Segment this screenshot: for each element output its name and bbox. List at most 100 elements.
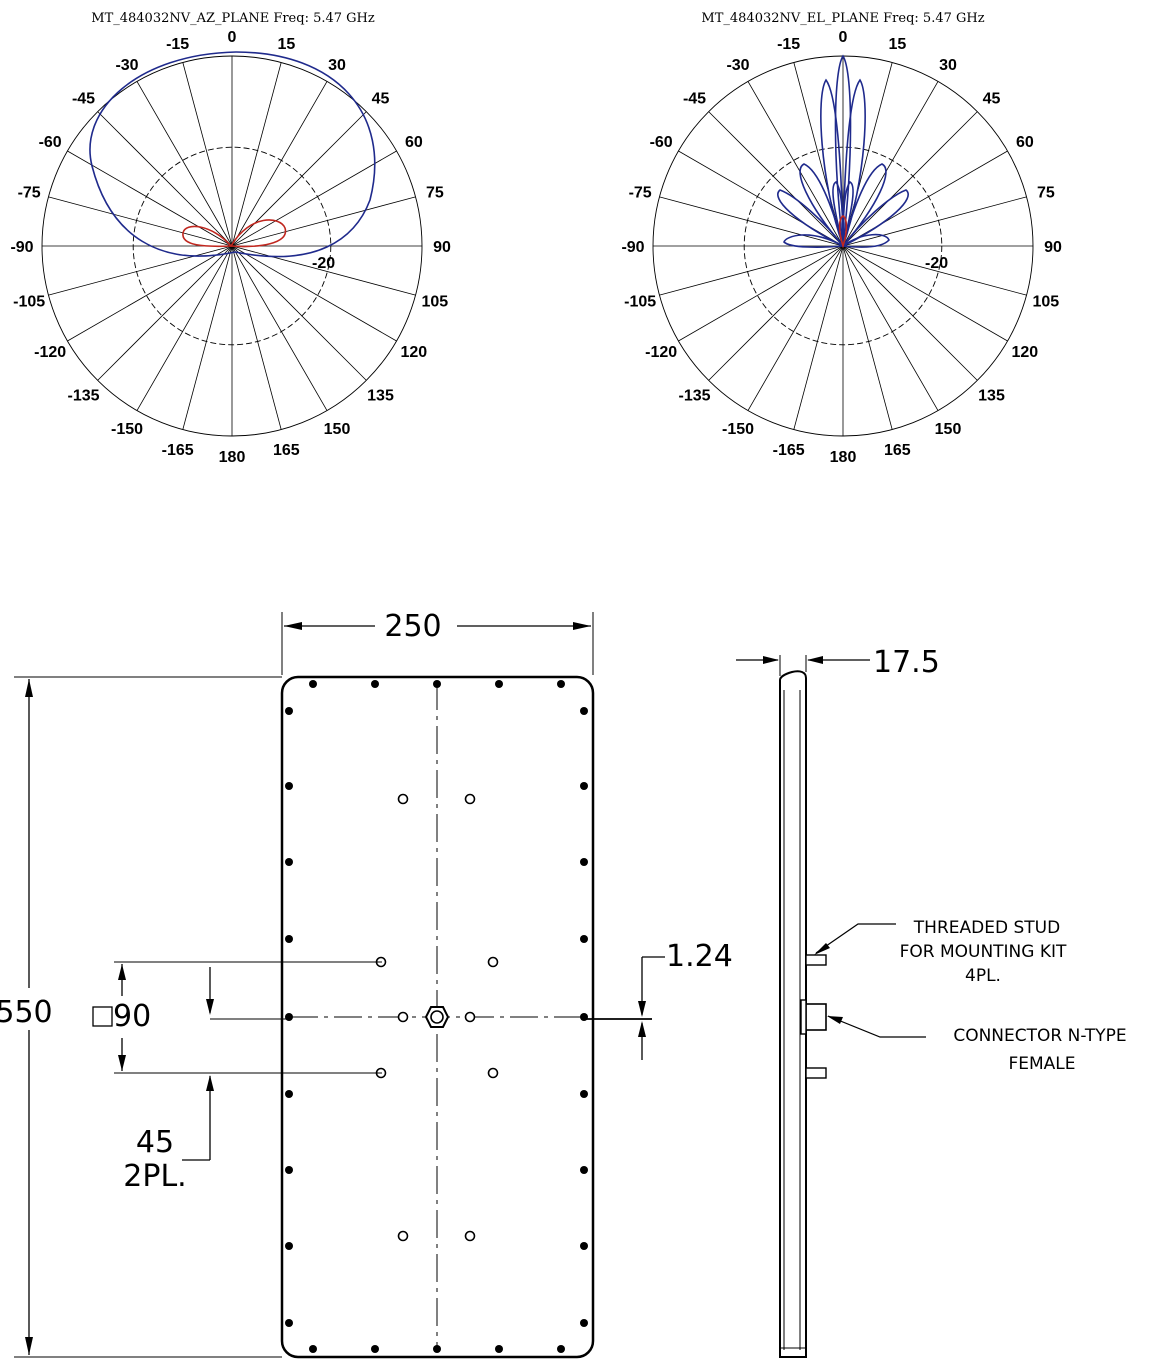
az-angle-label: 0: [228, 29, 237, 46]
az-secondary-pattern-left-lobe: [182, 225, 233, 248]
el-angle-label: -90: [621, 239, 644, 256]
bolt-hole: [495, 1345, 503, 1353]
el-angle-label: -150: [722, 421, 754, 438]
az-angle-label: 165: [273, 442, 300, 459]
el-angle-label: -165: [773, 442, 805, 459]
el-angle-label: -30: [726, 57, 749, 74]
mounting-hole: [397, 793, 409, 805]
threaded-stud-upper: [805, 954, 827, 966]
bolt-hole: [285, 1166, 293, 1174]
az-angle-label: -45: [72, 91, 95, 108]
bolt-hole: [580, 1166, 588, 1174]
bolt-hole: [285, 858, 293, 866]
stud-spacing-dimension: 45: [136, 1125, 174, 1160]
az-polar-grid: 0 153045607590105120135150165180-165-150-…: [10, 29, 451, 466]
bolt-hole: [309, 1345, 317, 1353]
az-plot-title: MT_484032NV_AZ_PLANE Freq: 5.47 GHz: [91, 11, 375, 26]
mounting-hole: [464, 1230, 476, 1242]
az-angle-label: 90: [433, 239, 451, 256]
bolt-hole: [580, 935, 588, 943]
az-angle-label: 60: [405, 134, 423, 151]
el-angle-label: -105: [624, 293, 656, 310]
bolt-hole: [371, 680, 379, 688]
az-angle-label: -15: [166, 36, 189, 53]
az-polar-plot: 0 153045607590105120135150165180-165-150-…: [10, 29, 451, 466]
az-angle-label: -30: [115, 57, 138, 74]
square-dimension: 90: [113, 999, 151, 1034]
bolt-hole: [557, 1345, 565, 1353]
mounting-hole: [464, 1011, 476, 1023]
height-dimension: 550: [0, 995, 53, 1030]
el-plot-title: MT_484032NV_EL_PLANE Freq: 5.47 GHz: [701, 11, 984, 26]
bolt-hole: [580, 858, 588, 866]
az-angle-label: -60: [39, 134, 62, 151]
el-polar-plot: 0 153045607590105120135150165180-165-150-…: [621, 29, 1062, 466]
bolt-hole: [495, 680, 503, 688]
width-dimension: 250: [384, 609, 441, 644]
bolt-hole: [285, 1319, 293, 1327]
bolt-hole: [580, 1242, 588, 1250]
az-primary-pattern: [89, 51, 376, 258]
bolt-hole: [285, 935, 293, 943]
az-angle-label: 30: [328, 57, 346, 74]
side-profile: [779, 670, 807, 1358]
el-angle-label: -15: [777, 36, 800, 53]
bolt-hole: [580, 1319, 588, 1327]
bolt-hole: [557, 680, 565, 688]
offset-dimension: 1.24: [666, 939, 733, 974]
front-view: 250 550 90 45 2PL. 1.24: [0, 609, 733, 1359]
stud-note-line2: FOR MOUNTING KIT: [900, 942, 1067, 962]
mounting-hole: [487, 1067, 499, 1079]
bolt-hole: [285, 1090, 293, 1098]
bolt-hole: [371, 1345, 379, 1353]
az-angle-label: -135: [67, 387, 99, 404]
mounting-hole: [397, 1230, 409, 1242]
connector-body: [805, 1003, 827, 1031]
el-angle-label: 45: [983, 91, 1001, 108]
az-angle-label: 15: [277, 36, 295, 53]
el-angle-label: -75: [629, 185, 652, 202]
el-angle-label: 60: [1016, 134, 1034, 151]
az-angle-label: 45: [372, 91, 390, 108]
panel-outline: [280, 675, 595, 1359]
az-angle-label: -90: [10, 239, 33, 256]
bolt-hole: [433, 1345, 441, 1353]
bolt-hole: [580, 707, 588, 715]
mounting-hole: [397, 1011, 409, 1023]
bolt-hole: [285, 782, 293, 790]
el-secondary-pattern: [838, 215, 848, 249]
el-angle-label: -120: [645, 344, 677, 361]
threaded-stud-lower: [805, 1067, 827, 1079]
el-angle-label: 90: [1044, 239, 1062, 256]
az-secondary-pattern-right-lobe: [229, 219, 287, 248]
el-angle-label: 165: [884, 442, 911, 459]
mounting-hole: [487, 956, 499, 968]
el-angle-label: 0: [839, 29, 848, 46]
square-symbol: [92, 1006, 113, 1027]
az-radial-label: -20: [312, 255, 335, 272]
el-polar-grid: 0 153045607590105120135150165180-165-150-…: [621, 29, 1062, 466]
stud-spacing-qty: 2PL.: [123, 1159, 186, 1194]
stud-note-line1: THREADED STUD: [913, 918, 1060, 938]
az-angle-label: 75: [426, 185, 444, 202]
bolt-hole: [580, 1090, 588, 1098]
connector-note-line2: FEMALE: [1008, 1054, 1075, 1074]
side-view: 17.5 THREADED STUD FOR MOUNTING KIT 4PL.…: [736, 645, 1127, 1358]
az-angle-label: 105: [421, 293, 448, 310]
az-angle-label: 180: [219, 449, 246, 466]
az-angle-label: -75: [18, 185, 41, 202]
stud-note-line3: 4PL.: [965, 966, 1001, 986]
az-angle-label: -165: [162, 442, 194, 459]
mounting-holes: [375, 793, 499, 1242]
el-angle-label: 105: [1032, 293, 1059, 310]
bolt-hole: [309, 680, 317, 688]
el-angle-label: 30: [939, 57, 957, 74]
az-angle-label: 135: [367, 387, 394, 404]
az-angle-label: -120: [34, 344, 66, 361]
connector-hex-nut: [424, 1006, 450, 1028]
bolt-hole: [580, 782, 588, 790]
el-angle-label: -45: [683, 91, 706, 108]
el-angle-label: 75: [1037, 185, 1055, 202]
el-angle-label: 180: [830, 449, 857, 466]
